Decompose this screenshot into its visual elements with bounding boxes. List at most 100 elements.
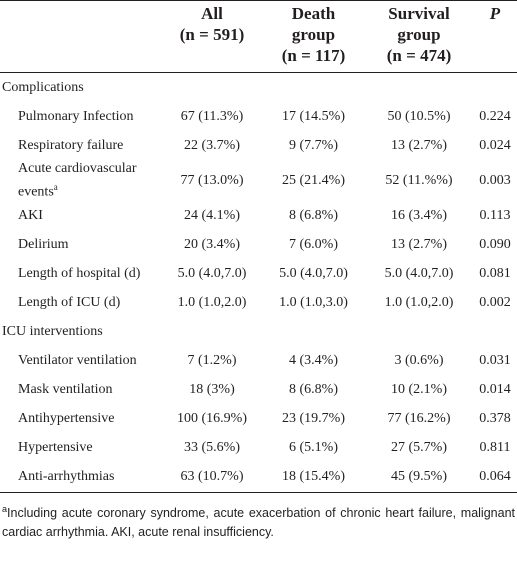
header-line: group [397, 25, 441, 44]
cell: 50 (10.5%) [387, 108, 451, 124]
cell: 5.0 (4.0,7.0) [177, 266, 247, 282]
row-label: Pulmonary Infection [0, 102, 162, 131]
header-line: Death [291, 4, 336, 23]
table-row: Hypertensive 33 (5.6%) 6 (5.1%) 27 (5.7%) 0.… [0, 434, 517, 463]
cell: 0.113 [479, 208, 511, 224]
header-cell [0, 0, 162, 73]
row-label-text: Hypertensive [18, 440, 93, 456]
row-label: Antihypertensive [0, 405, 162, 434]
cell: 1.0 (1.0,3.0) [279, 295, 348, 311]
header-line: P [489, 4, 501, 23]
row-label: AKI [0, 202, 162, 231]
row-label-text: Acute cardiovascular events [18, 161, 137, 200]
cell: 63 (10.7%) [162, 462, 262, 493]
cell: 27 (5.7%) [391, 440, 447, 456]
cell: 0.003 [479, 172, 511, 188]
cell: 13 (2.7%) [391, 237, 447, 253]
header-line: All [201, 4, 223, 23]
cell: 7 (1.2%) [187, 353, 237, 369]
cell: 0.031 [479, 353, 511, 369]
row-label: Length of hospital (d) [0, 260, 162, 289]
cell: 52 (11.%%) [385, 172, 453, 188]
row-label-text: Ventilator ventilation [18, 353, 137, 369]
cell: 10 (2.1%) [391, 382, 447, 398]
row-label-text: Length of hospital (d) [18, 266, 141, 282]
cell: 0.064 [473, 462, 517, 493]
row-label: Ventilator ventilation [0, 347, 162, 376]
cell: 23 (19.7%) [282, 411, 345, 427]
table-row: Antihypertensive 100 (16.9%) 23 (19.7%) 77 … [0, 405, 517, 434]
cell: 100 (16.9%) [177, 411, 247, 427]
table-row: AKI 24 (4.1%) 8 (6.8%) 16 (3.4%) 0.113 [0, 202, 517, 231]
cell: 6 (5.1%) [289, 440, 338, 456]
cell: 8 (6.8%) [289, 382, 338, 398]
row-label-text: Delirium [18, 237, 69, 253]
cell: 0.002 [479, 295, 511, 311]
cell: 13 (2.7%) [391, 137, 447, 153]
table-row: Anti-arrhythmias 63 (10.7%) 18 (15.4%) 45 (… [0, 462, 517, 493]
data-table: All (n = 591) Death group (n = 117) Survival g… [0, 0, 517, 493]
row-label-text: Respiratory failure [18, 137, 124, 153]
cell: 9 (7.7%) [289, 137, 338, 153]
cell: 20 (3.4%) [184, 237, 240, 253]
row-label: Delirium [0, 231, 162, 260]
cell: 0.224 [479, 108, 511, 124]
table-header: All (n = 591) Death group (n = 117) Survival g… [0, 0, 517, 73]
row-label: Mask ventilation [0, 376, 162, 405]
cell: 45 (9.5%) [365, 462, 473, 493]
cell: 67 (11.3%) [180, 108, 244, 124]
table-row: Pulmonary Infection 67 (11.3%) 17 (14.5%) 5… [0, 102, 517, 131]
cell: 3 (0.6%) [394, 353, 444, 369]
row-label: Length of ICU (d) [0, 289, 162, 318]
cell: 33 (5.6%) [184, 440, 240, 456]
cell: 18 (15.4%) [262, 462, 365, 493]
row-label: Respiratory failure [0, 131, 162, 160]
footnote: aIncluding acute coronary syndrome, acut… [0, 493, 517, 542]
cell: 0.014 [479, 382, 511, 398]
cell: 16 (3.4%) [391, 208, 447, 224]
row-label: Anti-arrhythmias [0, 462, 162, 493]
header-cell: Death group (n = 117) [262, 0, 365, 73]
cell: 5.0 (4.0,7.0) [384, 266, 454, 282]
row-label-text: Mask ventilation [18, 382, 113, 398]
header-line: group [291, 25, 336, 44]
row-label-text: Antihypertensive [18, 411, 115, 427]
cell: 8 (6.8%) [289, 208, 338, 224]
header-cell: Survival group (n = 474) [365, 0, 473, 73]
header-line: (n = 117) [281, 46, 346, 65]
table-body: Complications Pulmonary Infection 67 (11.3… [0, 73, 517, 493]
table-row: ICU interventions [0, 318, 517, 347]
cell: 77 (16.2%) [387, 411, 451, 427]
row-label-text: AKI [18, 208, 43, 224]
row-label-text: Length of ICU (d) [18, 295, 121, 311]
table-row: Mask ventilation 18 (3%) 8 (6.8%) 10 (2.1%)… [0, 376, 517, 405]
header-cell: All (n = 591) [162, 0, 262, 73]
cell: 22 (3.7%) [184, 137, 240, 153]
cell: 0.378 [479, 411, 511, 427]
section-label: ICU interventions [2, 324, 103, 340]
cell: 0.811 [479, 440, 511, 456]
header-line: Survival [388, 4, 450, 23]
cell: 25 (21.4%) [282, 172, 345, 188]
cell: 18 (3%) [189, 382, 235, 398]
header-line: (n = 591) [179, 25, 245, 44]
section-label: Complications [2, 79, 84, 95]
cell: 77 (13.0%) [180, 172, 244, 188]
footnote-text: Including acute coronary syndrome, acute… [2, 505, 515, 539]
cell: 5.0 (4.0,7.0) [279, 266, 348, 282]
header-line: (n = 474) [386, 46, 452, 65]
table-row: Length of ICU (d) 1.0 (1.0,2.0) 1.0 (1.0,3… [0, 289, 517, 318]
cell: 17 (14.5%) [282, 108, 345, 124]
cell: 0.090 [479, 237, 511, 253]
footnote-ref: a [53, 182, 58, 192]
cell: 0.081 [479, 266, 511, 282]
row-label: Acute cardiovascular eventsa [0, 160, 162, 202]
row-label-text: Pulmonary Infection [18, 108, 134, 124]
header-cell: P [473, 0, 517, 73]
cell: 0.024 [479, 137, 511, 153]
header-row: All (n = 591) Death group (n = 117) Survival g… [0, 0, 517, 73]
row-label: Hypertensive [0, 434, 162, 463]
cell: 1.0 (1.0,2.0) [177, 295, 247, 311]
table-row: Length of hospital (d) 5.0 (4.0,7.0) 5.0 (… [0, 260, 517, 289]
cell: 7 (6.0%) [289, 237, 338, 253]
